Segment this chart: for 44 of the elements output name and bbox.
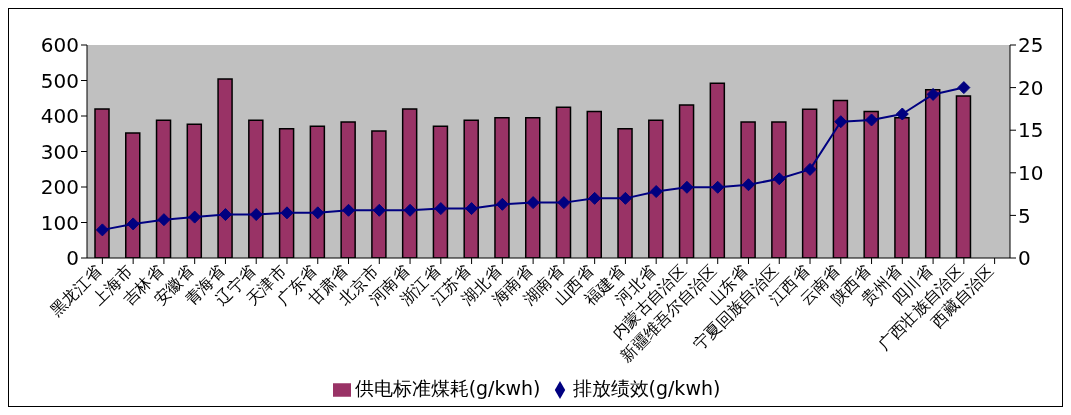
point — [188, 210, 202, 224]
y-tick-label: 500 — [40, 68, 79, 93]
point — [834, 115, 848, 129]
point — [342, 203, 356, 217]
point — [618, 191, 632, 205]
y-tick-label: 200 — [40, 175, 79, 200]
point — [95, 223, 109, 237]
point — [926, 87, 940, 101]
y2-tick-label: 5 — [1018, 203, 1031, 228]
point — [434, 202, 448, 216]
y-tick-label: 100 — [40, 210, 79, 235]
point — [957, 81, 971, 95]
y-tick-label: 600 — [40, 33, 79, 58]
point — [803, 162, 817, 176]
point — [557, 196, 571, 210]
y2-tick-label: 20 — [1018, 75, 1044, 100]
point — [588, 191, 602, 205]
point — [772, 172, 786, 186]
y2-tick-label: 0 — [1018, 246, 1031, 271]
point — [218, 208, 232, 222]
legend-label: 排放绩效(g/kwh) — [572, 377, 721, 399]
point — [741, 178, 755, 192]
point — [249, 208, 263, 222]
point — [865, 113, 879, 127]
y-tick-label: 0 — [66, 246, 79, 271]
point — [403, 203, 417, 217]
y2-tick-label: 10 — [1018, 160, 1044, 185]
point — [465, 202, 479, 216]
legend-label: 供电标准煤耗(g/kwh) — [354, 377, 541, 399]
point — [157, 213, 171, 227]
point — [680, 180, 694, 194]
y2-tick-label: 15 — [1018, 118, 1044, 143]
point — [372, 203, 386, 217]
point — [126, 217, 140, 231]
point — [495, 197, 509, 211]
point — [711, 180, 725, 194]
point — [311, 206, 325, 220]
point — [280, 206, 294, 220]
point — [649, 185, 663, 199]
point — [895, 107, 909, 121]
y2-tick-label: 25 — [1018, 33, 1044, 58]
y-tick-label: 300 — [40, 139, 79, 164]
point — [526, 196, 540, 210]
y-tick-label: 400 — [40, 104, 79, 129]
